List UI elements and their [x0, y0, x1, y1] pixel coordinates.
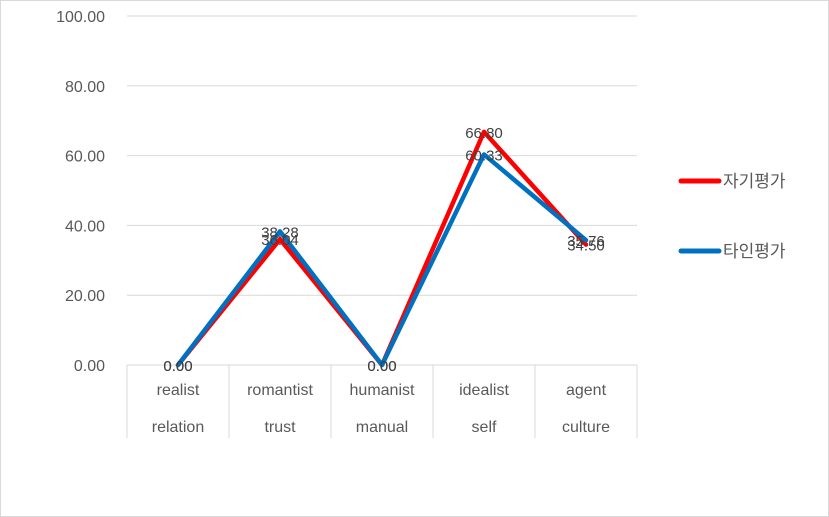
- y-tick-label: 20.00: [65, 288, 105, 305]
- series-line-2: [175, 152, 589, 368]
- gridlines: [127, 15, 637, 366]
- x-axis: realist relation romantist trust humanist man…: [126, 365, 638, 438]
- legend-label: 자기평가: [723, 172, 786, 191]
- y-tick-label: 80.00: [65, 79, 105, 96]
- y-axis: 0.00 20.00 40.00 60.00 80.00 100.00: [56, 9, 105, 375]
- x-tick-label: romantist: [247, 382, 313, 399]
- data-label: 0.00: [367, 358, 396, 375]
- series-lines: [175, 129, 589, 368]
- y-tick-label: 60.00: [65, 149, 105, 166]
- x-tick-label: realist: [157, 382, 200, 399]
- x-tick-group-label: relation: [152, 419, 204, 436]
- data-label: 38.28: [261, 224, 299, 241]
- y-tick-label: 0.00: [74, 358, 105, 375]
- y-tick-label: 100.00: [56, 9, 105, 26]
- data-label: 0.00: [367, 358, 396, 375]
- x-tick-group-label: self: [472, 419, 497, 436]
- x-tick-group-label: manual: [356, 419, 408, 436]
- data-label: 35.76: [567, 233, 605, 250]
- x-tick-group-label: culture: [562, 419, 610, 436]
- legend-label: 타인평가: [723, 242, 786, 261]
- data-label: 60.33: [465, 147, 503, 164]
- data-label: 0.00: [163, 358, 192, 375]
- x-tick-group-label: trust: [264, 419, 296, 436]
- data-labels: 0.0036.040.0066.8034.500.0038.280.0060.3…: [163, 125, 604, 375]
- x-tick-label: agent: [566, 382, 607, 399]
- data-label: 34.50: [567, 238, 605, 255]
- x-tick-label: idealist: [459, 382, 509, 399]
- series-line-1: [175, 129, 589, 368]
- y-tick-label: 40.00: [65, 218, 105, 235]
- data-label: 0.00: [163, 358, 192, 375]
- data-label: 66.80: [465, 125, 503, 142]
- data-label: 36.04: [261, 232, 299, 249]
- x-tick-label: humanist: [350, 382, 415, 399]
